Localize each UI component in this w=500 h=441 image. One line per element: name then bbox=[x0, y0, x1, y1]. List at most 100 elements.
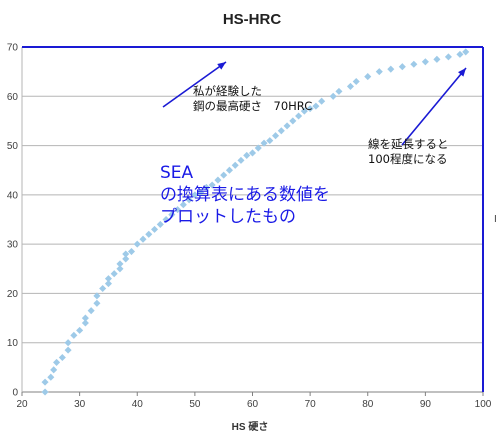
data-point bbox=[318, 97, 326, 105]
data-point bbox=[122, 250, 130, 258]
reference-lines bbox=[22, 46, 484, 392]
y-tick-label: 20 bbox=[7, 289, 19, 300]
data-point bbox=[81, 314, 89, 322]
data-point bbox=[110, 270, 118, 278]
data-point bbox=[104, 275, 112, 283]
data-point bbox=[41, 378, 49, 386]
annotation-arrows bbox=[162, 61, 467, 146]
side-mark: I bbox=[494, 214, 497, 225]
data-point bbox=[266, 137, 274, 145]
data-point bbox=[168, 211, 176, 219]
data-point bbox=[214, 176, 222, 184]
data-point bbox=[99, 284, 107, 293]
data-point bbox=[444, 53, 452, 61]
data-point bbox=[81, 319, 89, 327]
annotation-max-hardness-line2: 鋼の最高硬さ 70HRC bbox=[193, 99, 312, 113]
data-point bbox=[174, 206, 182, 214]
data-point bbox=[306, 105, 314, 113]
x-tick-label: 80 bbox=[362, 399, 374, 410]
data-point bbox=[289, 117, 297, 125]
data-point bbox=[93, 299, 101, 307]
data-point bbox=[208, 181, 216, 189]
data-point bbox=[352, 77, 360, 86]
chart-title: HS-HRC bbox=[223, 11, 281, 28]
x-tick-label: 40 bbox=[132, 399, 144, 410]
x-tick-label: 30 bbox=[74, 399, 86, 410]
data-point bbox=[456, 50, 464, 58]
y-tick-label: 70 bbox=[7, 43, 19, 54]
x-tick-label: 70 bbox=[305, 399, 317, 410]
annotation-sea-line3: プロットしたもの bbox=[160, 207, 296, 227]
data-point bbox=[248, 149, 257, 157]
data-point bbox=[191, 191, 199, 199]
data-point bbox=[421, 58, 429, 66]
data-point bbox=[53, 358, 61, 366]
annotation-sea-line1: SEA bbox=[160, 163, 194, 183]
x-tick-labels: 20 30 40 50 60 70 80 90 100 bbox=[16, 392, 492, 410]
data-point bbox=[104, 280, 112, 288]
annotation-max-hardness-line1: 私が経験した bbox=[193, 84, 262, 98]
data-point bbox=[295, 112, 303, 120]
data-point bbox=[312, 102, 320, 110]
data-point bbox=[93, 292, 101, 300]
data-point bbox=[231, 161, 239, 169]
data-point bbox=[116, 260, 124, 268]
data-point bbox=[237, 156, 245, 164]
data-point bbox=[47, 373, 55, 381]
data-point bbox=[145, 230, 153, 238]
data-point bbox=[375, 68, 383, 76]
data-point bbox=[410, 60, 418, 68]
x-tick-label: 100 bbox=[475, 399, 492, 410]
data-points bbox=[41, 48, 470, 396]
arrow-max-hardness-head bbox=[217, 62, 226, 70]
data-point bbox=[122, 255, 130, 263]
data-point bbox=[41, 388, 49, 396]
data-point bbox=[179, 201, 187, 209]
y-tick-label: 60 bbox=[7, 92, 19, 103]
data-point bbox=[433, 55, 441, 63]
data-point bbox=[220, 171, 228, 179]
data-point bbox=[50, 366, 58, 374]
data-point bbox=[87, 307, 95, 315]
data-point bbox=[243, 151, 251, 159]
y-tick-label: 30 bbox=[7, 240, 19, 251]
y-tick-labels: 0 10 20 30 40 50 60 70 bbox=[7, 43, 19, 399]
data-point bbox=[127, 248, 136, 256]
data-point bbox=[64, 339, 72, 347]
x-tick-label: 60 bbox=[247, 399, 259, 410]
data-point bbox=[139, 235, 147, 243]
data-point bbox=[151, 225, 159, 233]
data-point bbox=[283, 122, 291, 130]
data-point bbox=[300, 107, 308, 115]
data-point bbox=[387, 65, 395, 73]
annotation-extension-line1: 線を延長すると bbox=[368, 137, 449, 151]
x-tick-label: 20 bbox=[16, 399, 28, 410]
data-point bbox=[346, 82, 354, 90]
arrow-max-hardness bbox=[162, 61, 227, 108]
arrow-extension bbox=[401, 67, 467, 146]
data-point bbox=[64, 346, 72, 354]
y-tick-label: 10 bbox=[7, 338, 19, 349]
data-point bbox=[202, 183, 210, 191]
data-point bbox=[462, 48, 470, 56]
x-tick-label: 50 bbox=[189, 399, 201, 410]
data-point bbox=[260, 139, 268, 147]
data-point bbox=[329, 92, 337, 100]
data-point bbox=[277, 127, 285, 135]
data-point bbox=[70, 331, 78, 339]
data-point bbox=[335, 87, 343, 95]
data-point bbox=[133, 240, 141, 248]
x-axis-label: HS 硬さ bbox=[232, 421, 269, 433]
data-point bbox=[364, 73, 372, 81]
data-point bbox=[58, 353, 66, 362]
arrow-extension-head bbox=[458, 68, 466, 77]
y-tick-label: 40 bbox=[7, 190, 19, 201]
data-point bbox=[398, 63, 406, 71]
data-point bbox=[116, 265, 124, 273]
annotation-sea-line2: の換算表にある数値を bbox=[160, 185, 330, 205]
annotation-extension-line2: 100程度になる bbox=[368, 152, 447, 166]
data-point bbox=[76, 326, 84, 334]
data-point bbox=[156, 220, 164, 228]
y-tick-label: 50 bbox=[7, 141, 19, 152]
